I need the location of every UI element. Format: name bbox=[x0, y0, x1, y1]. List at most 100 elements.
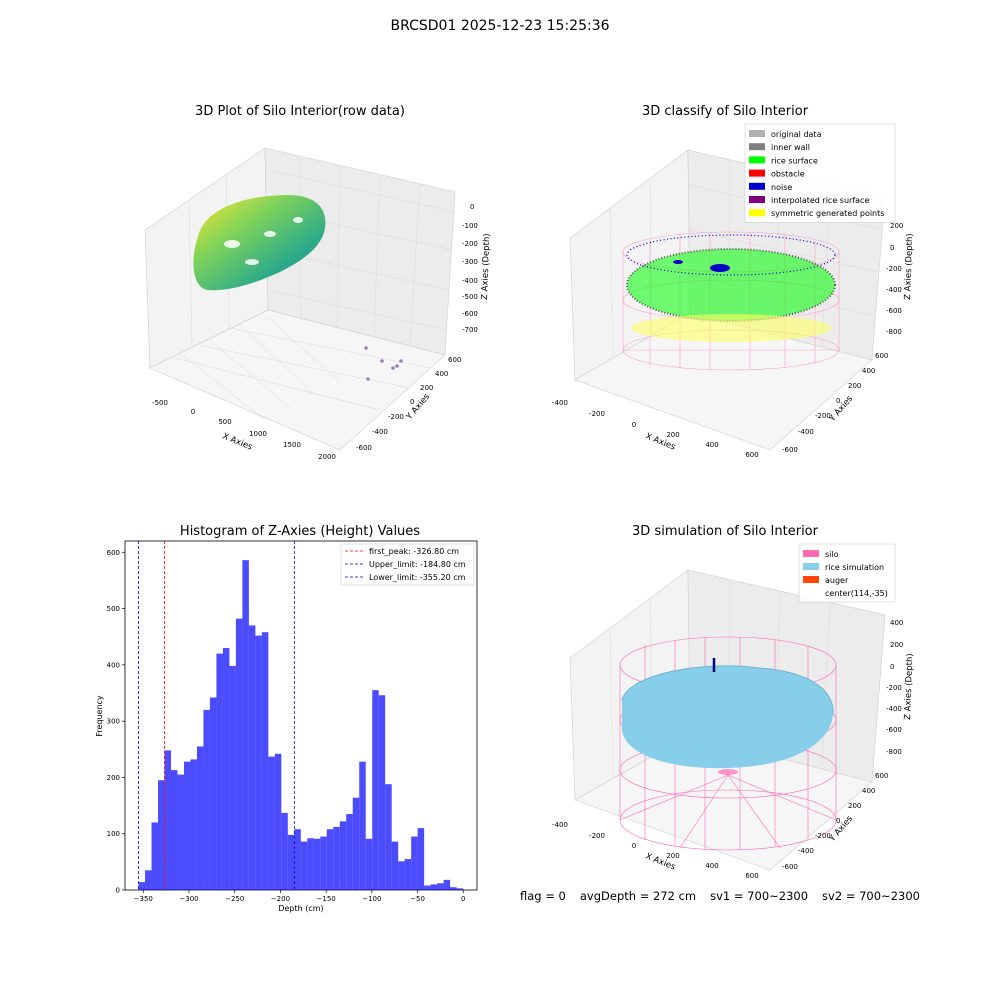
histogram-bar bbox=[307, 838, 314, 890]
histogram-legend-box bbox=[340, 543, 475, 586]
sim-x-tick: 600 bbox=[745, 872, 758, 880]
classify-x-tick: 400 bbox=[705, 441, 718, 449]
histogram-title: Histogram of Z-Axies (Height) Values bbox=[179, 524, 421, 539]
histogram-bar bbox=[268, 756, 275, 890]
raw-z-tick: 0 bbox=[470, 203, 474, 211]
legend-label: inner wall bbox=[771, 143, 810, 152]
legend-swatch bbox=[749, 196, 765, 203]
sim-y-tick: 400 bbox=[862, 787, 875, 795]
simulation-3d-plot: -400 -200 0 200 400 600 600 400 200 0 -2… bbox=[552, 569, 915, 880]
histogram-bar bbox=[398, 861, 405, 890]
legend-swatch bbox=[749, 182, 765, 190]
histogram-x-tick: −150 bbox=[317, 895, 336, 903]
classify-y-tick: -600 bbox=[782, 446, 798, 454]
flag-text: flag = 0 bbox=[520, 889, 566, 903]
classify-z-tick: 0 bbox=[890, 244, 894, 252]
sim-z-tick: -400 bbox=[886, 705, 902, 713]
raw-x-tick: 2000 bbox=[318, 453, 336, 461]
histogram-bar bbox=[138, 882, 146, 890]
raw-z-tick: -100 bbox=[462, 222, 478, 230]
classify-y-tick: 200 bbox=[848, 382, 861, 390]
histogram-bar bbox=[190, 759, 197, 890]
raw-y-tick: -400 bbox=[372, 428, 388, 436]
classify-y-tick: 600 bbox=[875, 352, 888, 360]
raw-3d-plot: -500 0 500 1000 1500 2000 600 400 200 0 … bbox=[144, 147, 492, 461]
histogram-chart: −350 −300 −250 −200 −150 −100 −50 0 0 100 200 300 4… bbox=[95, 540, 478, 913]
histogram-bar bbox=[209, 697, 217, 890]
histogram-x-tick: 0 bbox=[461, 895, 465, 903]
legend-label: symmetric generated points bbox=[771, 209, 884, 218]
legend-swatch bbox=[803, 550, 819, 557]
histogram-bar bbox=[450, 887, 457, 890]
simulation-plot-title: 3D simulation of Silo Interior bbox=[632, 524, 818, 539]
histogram-bar bbox=[177, 774, 184, 890]
histogram-y-tick: 0 bbox=[116, 887, 120, 895]
legend-swatch bbox=[749, 143, 765, 151]
histogram-y-tick: 600 bbox=[107, 549, 120, 557]
histogram-bar bbox=[248, 625, 256, 890]
sim-x-tick: 200 bbox=[666, 852, 679, 860]
raw-plot-title: 3D Plot of Silo Interior(row data) bbox=[195, 104, 405, 119]
raw-y-label: Y Axies bbox=[404, 392, 432, 423]
histogram-y-tick: 500 bbox=[107, 605, 120, 613]
raw-x-tick: 1000 bbox=[249, 430, 267, 438]
raw-z-tick: -400 bbox=[462, 277, 478, 285]
histogram-y-tick: 400 bbox=[107, 661, 120, 669]
histogram-legend-label: Upper_limit: -184.80 cm bbox=[369, 560, 466, 569]
raw-x-tick: 1500 bbox=[283, 441, 301, 449]
classify-z-tick: -600 bbox=[886, 307, 902, 315]
legend-swatch bbox=[749, 169, 765, 177]
histogram-x-tick: −250 bbox=[225, 895, 244, 903]
legend-label: original data bbox=[771, 130, 822, 139]
histogram-bar bbox=[411, 836, 418, 890]
histogram-bar bbox=[359, 761, 366, 890]
sim-x-tick: -400 bbox=[552, 821, 568, 829]
histogram-bar bbox=[378, 695, 386, 890]
classify-z-tick: -800 bbox=[886, 328, 902, 336]
histogram-bar bbox=[391, 841, 399, 890]
histogram-y-tick: 100 bbox=[107, 830, 120, 838]
histogram-bar bbox=[443, 879, 451, 890]
sim-z-tick: -600 bbox=[886, 726, 902, 734]
raw-y-tick: 600 bbox=[448, 356, 461, 364]
sim-x-tick: -200 bbox=[589, 832, 605, 840]
histogram-bar bbox=[417, 828, 425, 890]
classify-plot-title: 3D classify of Silo Interior bbox=[641, 104, 809, 119]
sv1-text: sv1 = 700~2300 bbox=[710, 889, 809, 903]
raw-z-tick: -500 bbox=[462, 293, 478, 301]
histogram-bar bbox=[183, 761, 191, 890]
histogram-bar bbox=[320, 836, 327, 890]
histogram-bar bbox=[346, 814, 353, 890]
legend-label: center(114,-35) bbox=[825, 589, 888, 598]
raw-x-tick: 0 bbox=[191, 408, 195, 416]
legend-swatch bbox=[803, 563, 819, 570]
histogram-bar bbox=[216, 653, 223, 890]
histogram-bar bbox=[456, 888, 464, 890]
histogram-bar bbox=[300, 841, 308, 890]
legend-label: auger bbox=[825, 576, 849, 585]
raw-y-tick: 0 bbox=[410, 398, 414, 406]
histogram-bar bbox=[372, 690, 379, 890]
sim-x-tick: 400 bbox=[705, 862, 718, 870]
histogram-x-tick: −200 bbox=[271, 895, 290, 903]
legend-label: silo bbox=[825, 550, 839, 559]
sim-z-tick: 400 bbox=[890, 619, 903, 627]
legend-label: interpolated rice surface bbox=[771, 196, 869, 205]
histogram-bar bbox=[170, 770, 178, 890]
histogram-bar bbox=[430, 884, 438, 890]
histogram-bar bbox=[424, 885, 431, 890]
avg-depth-text: avgDepth = 272 cm bbox=[579, 889, 697, 903]
histogram-y-label: Frequency bbox=[95, 695, 104, 737]
sim-x-tick: 0 bbox=[632, 842, 636, 850]
classify-z-tick: -200 bbox=[886, 265, 902, 273]
sim-z-tick: -200 bbox=[886, 684, 902, 692]
sim-z-tick: 0 bbox=[890, 663, 894, 671]
histogram-bar bbox=[437, 883, 444, 890]
histogram-bar bbox=[274, 753, 282, 890]
histogram-bar bbox=[255, 635, 262, 890]
legend-swatch bbox=[749, 156, 765, 164]
histogram-bar bbox=[326, 829, 334, 890]
histogram-bar bbox=[222, 647, 230, 890]
legend-label: noise bbox=[771, 183, 792, 192]
legend-swatch bbox=[749, 130, 765, 137]
